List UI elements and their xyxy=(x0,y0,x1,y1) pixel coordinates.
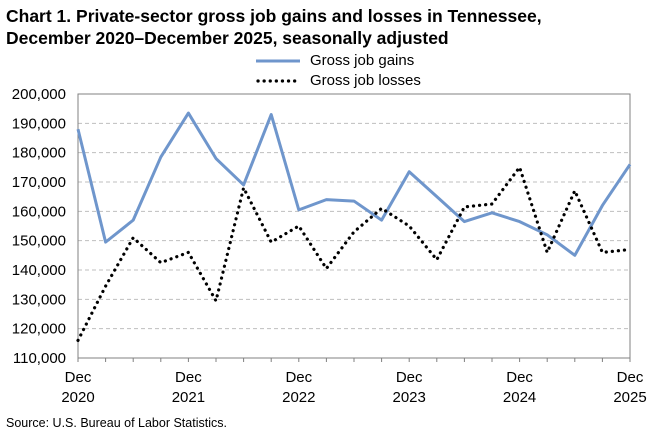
x-tick-label-year: 2020 xyxy=(61,389,94,406)
y-tick-label: 130,000 xyxy=(12,291,66,308)
x-tick-label-month: Dec xyxy=(506,369,533,386)
x-tick-label-month: Dec xyxy=(617,369,644,386)
x-tick-label-month: Dec xyxy=(396,369,423,386)
legend-swatch-losses xyxy=(256,79,300,83)
y-tick-label: 180,000 xyxy=(12,145,66,162)
x-tick-label-month: Dec xyxy=(65,369,92,386)
plot-border xyxy=(77,93,631,359)
series-line-gross-job-gains xyxy=(76,111,632,257)
x-tick-label-month: Dec xyxy=(285,369,312,386)
y-tick-label: 150,000 xyxy=(12,233,66,250)
y-tick-label: 200,000 xyxy=(12,86,66,103)
chart-title-line2: December 2020–December 2025, seasonally … xyxy=(6,28,449,48)
series-line-gross-job-losses xyxy=(76,165,632,342)
y-tick-label: 190,000 xyxy=(12,115,66,132)
legend-swatch-gains xyxy=(256,59,300,63)
chart-title-line1: Chart 1. Private-sector gross job gains … xyxy=(6,6,542,26)
source-note: Source: U.S. Bureau of Labor Statistics. xyxy=(6,416,227,430)
legend-label-gains: Gross job gains xyxy=(310,52,415,69)
legend-label-losses: Gross job losses xyxy=(310,72,421,89)
y-tick-label: 110,000 xyxy=(13,350,66,367)
y-tick-label: 170,000 xyxy=(12,174,66,191)
x-tick-label-year: 2025 xyxy=(613,389,646,406)
chart-title: Chart 1. Private-sector gross job gains … xyxy=(6,5,656,49)
y-tick-label: 140,000 xyxy=(12,262,66,279)
x-tick-label-year: 2024 xyxy=(503,389,536,406)
x-tick-label-month: Dec xyxy=(175,369,202,386)
x-tick-label-year: 2022 xyxy=(282,389,315,406)
x-tick-label-year: 2021 xyxy=(172,389,205,406)
y-tick-label: 120,000 xyxy=(12,321,66,338)
y-tick-label: 160,000 xyxy=(12,203,66,220)
x-tick-label-year: 2023 xyxy=(393,389,426,406)
